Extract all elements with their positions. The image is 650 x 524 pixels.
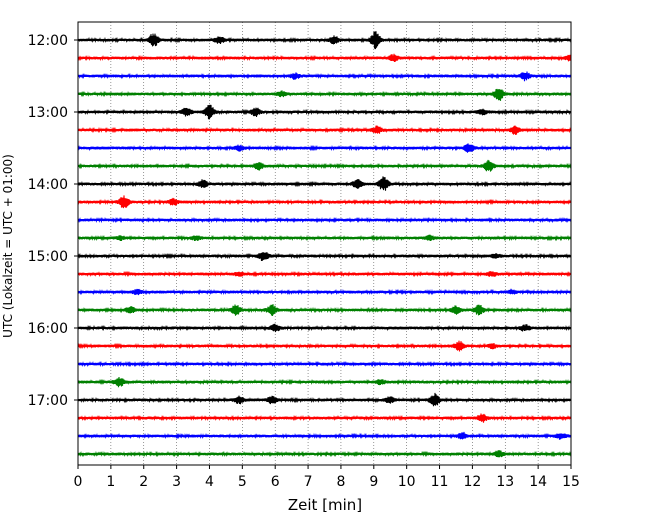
seismogram-trace xyxy=(77,288,572,296)
x-tick-label: 10 xyxy=(398,474,416,490)
seismogram-trace xyxy=(77,252,572,261)
seismogram-trace xyxy=(77,125,572,135)
y-tick-label: 12:00 xyxy=(28,33,68,49)
y-tick-label: 13:00 xyxy=(28,105,68,121)
x-tick-label: 15 xyxy=(562,474,580,490)
seismogram-trace xyxy=(77,431,572,440)
x-tick-label: 13 xyxy=(496,474,514,490)
seismogram-trace xyxy=(77,159,572,172)
seismogram-trace xyxy=(77,143,572,153)
seismogram-trace xyxy=(77,71,572,82)
seismogram-trace xyxy=(77,304,572,317)
seismogram-trace xyxy=(77,392,572,407)
x-tick-label: 0 xyxy=(74,474,83,490)
x-tick-label: 2 xyxy=(139,474,148,490)
x-tick-label: 11 xyxy=(431,474,449,490)
seismogram-trace xyxy=(77,31,572,50)
x-tick-label: 5 xyxy=(238,474,247,490)
seismogram-trace xyxy=(77,53,572,62)
x-axis: 0 1 2 3 4 5 6 7 8 9 10 11 12 13 14 15 xyxy=(74,465,580,490)
y-axis-label: UTC (Lokalzeit = UTC + 01:00) xyxy=(1,154,15,338)
x-tick-label: 7 xyxy=(304,474,313,490)
seismogram-trace xyxy=(77,360,572,368)
y-tick-label: 15:00 xyxy=(28,249,68,265)
seismogram-trace xyxy=(77,340,572,352)
y-tick-label: 14:00 xyxy=(28,177,68,193)
y-tick-label: 17:00 xyxy=(28,393,68,409)
seismogram-trace xyxy=(77,450,572,458)
trace-layer xyxy=(77,31,572,458)
grid-layer xyxy=(110,22,539,465)
x-tick-label: 1 xyxy=(106,474,115,490)
x-tick-label: 4 xyxy=(205,474,214,490)
seismogram-trace xyxy=(77,88,572,101)
x-tick-label: 14 xyxy=(529,474,547,490)
seismogram-trace xyxy=(77,323,572,333)
seismogram-trace xyxy=(77,104,572,120)
seismogram-trace xyxy=(77,234,572,242)
x-tick-label: 9 xyxy=(369,474,378,490)
seismogram-trace xyxy=(77,195,572,209)
x-tick-label: 8 xyxy=(336,474,345,490)
x-tick-label: 3 xyxy=(172,474,181,490)
y-tick-label: 16:00 xyxy=(28,321,68,337)
x-tick-label: 6 xyxy=(271,474,280,490)
seismogram-trace xyxy=(77,376,572,388)
seismogram-trace xyxy=(77,413,572,423)
seismogram-trace xyxy=(77,270,572,278)
seismogram-trace xyxy=(77,176,572,191)
x-axis-label: Zeit [min] xyxy=(288,496,362,514)
seismogram-trace xyxy=(77,216,572,224)
plot-frame xyxy=(77,21,572,466)
x-tick-label: 12 xyxy=(463,474,481,490)
y-axis: 12:00 13:00 14:00 15:00 16:00 17:00 xyxy=(28,33,78,409)
